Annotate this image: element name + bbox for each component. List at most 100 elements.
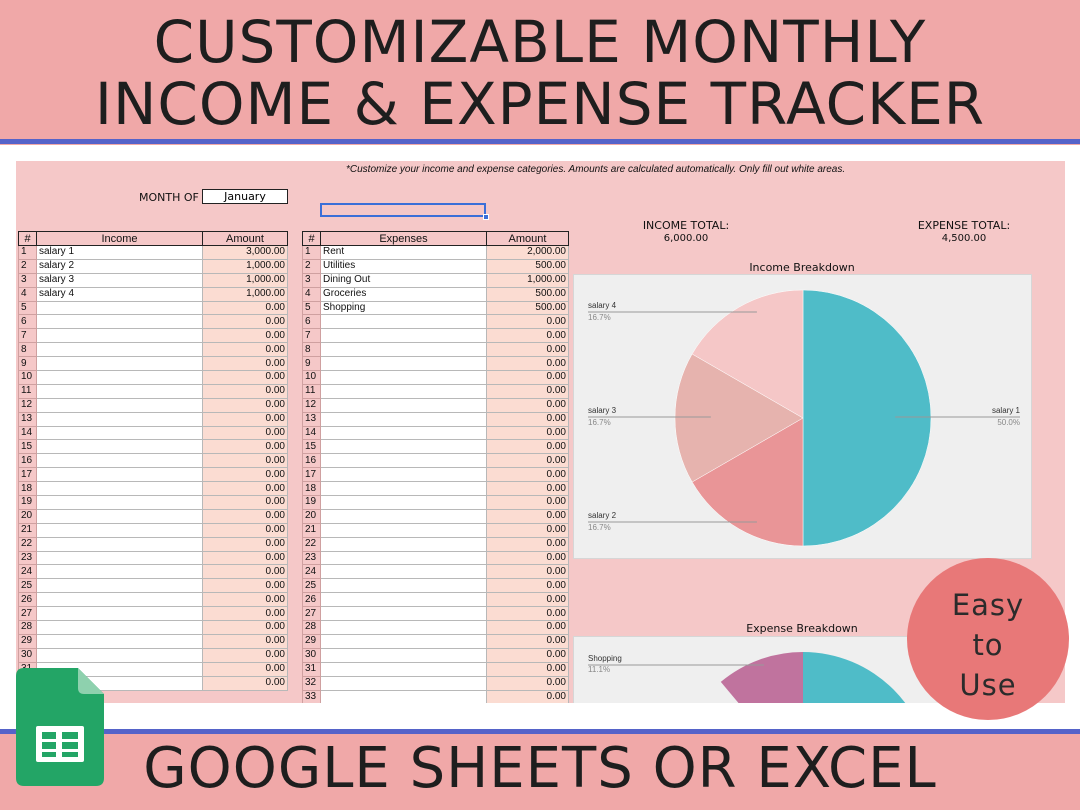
expense-amount-cell[interactable]: 0.00: [486, 314, 569, 330]
income-amount-cell[interactable]: 0.00: [202, 383, 288, 399]
expense-name-cell[interactable]: [320, 356, 487, 372]
income-name-cell[interactable]: [36, 550, 203, 566]
expense-amount-cell[interactable]: 1,000.00: [486, 272, 569, 288]
expense-amount-cell[interactable]: 500.00: [486, 286, 569, 302]
expense-amount-cell[interactable]: 0.00: [486, 578, 569, 594]
income-amount-cell[interactable]: 0.00: [202, 633, 288, 649]
income-name-cell[interactable]: [36, 564, 203, 580]
income-amount-cell[interactable]: 0.00: [202, 300, 288, 316]
expense-name-cell[interactable]: [320, 439, 487, 455]
expense-name-cell[interactable]: [320, 550, 487, 566]
expense-amount-cell[interactable]: 0.00: [486, 633, 569, 649]
income-amount-cell[interactable]: 0.00: [202, 661, 288, 677]
expense-name-cell[interactable]: [320, 647, 487, 663]
expense-name-cell[interactable]: [320, 592, 487, 608]
expense-name-cell[interactable]: Groceries: [320, 286, 487, 302]
expense-name-cell[interactable]: [320, 536, 487, 552]
income-name-cell[interactable]: [36, 356, 203, 372]
income-slice-1[interactable]: [802, 289, 932, 547]
income-name-cell[interactable]: salary 3: [36, 272, 203, 288]
income-name-cell[interactable]: [36, 328, 203, 344]
income-amount-cell[interactable]: 0.00: [202, 647, 288, 663]
expense-amount-cell[interactable]: 0.00: [486, 397, 569, 413]
expense-slice-shopping[interactable]: [720, 652, 803, 703]
expense-amount-cell[interactable]: 0.00: [486, 675, 569, 691]
expense-amount-cell[interactable]: 0.00: [486, 481, 569, 497]
income-amount-cell[interactable]: 0.00: [202, 620, 288, 635]
income-amount-cell[interactable]: 0.00: [202, 522, 288, 538]
expense-amount-cell[interactable]: 500.00: [486, 258, 569, 274]
income-amount-cell[interactable]: 0.00: [202, 439, 288, 455]
expense-name-cell[interactable]: [320, 328, 487, 344]
income-name-cell[interactable]: [36, 508, 203, 524]
expense-amount-cell[interactable]: 0.00: [486, 439, 569, 455]
income-name-cell[interactable]: [36, 300, 203, 316]
income-amount-cell[interactable]: 0.00: [202, 328, 288, 344]
income-slice-3[interactable]: [674, 353, 804, 483]
income-name-cell[interactable]: [36, 314, 203, 330]
income-amount-cell[interactable]: 1,000.00: [202, 272, 288, 288]
income-amount-cell[interactable]: 1,000.00: [202, 286, 288, 302]
expense-amount-cell[interactable]: 0.00: [486, 383, 569, 399]
income-name-cell[interactable]: [36, 342, 203, 358]
expense-name-cell[interactable]: [320, 633, 487, 649]
expense-amount-cell[interactable]: 0.00: [486, 661, 569, 677]
expense-amount-cell[interactable]: 500.00: [486, 300, 569, 316]
income-name-cell[interactable]: [36, 592, 203, 608]
income-amount-cell[interactable]: 0.00: [202, 356, 288, 372]
income-name-cell[interactable]: [36, 383, 203, 399]
expense-name-cell[interactable]: Rent: [320, 245, 487, 260]
income-name-cell[interactable]: [36, 578, 203, 594]
expense-amount-cell[interactable]: 0.00: [486, 647, 569, 663]
expense-name-cell[interactable]: [320, 467, 487, 483]
income-name-cell[interactable]: [36, 397, 203, 413]
income-amount-cell[interactable]: 0.00: [202, 370, 288, 385]
expense-amount-cell[interactable]: 0.00: [486, 536, 569, 552]
income-name-cell[interactable]: [36, 633, 203, 649]
month-input[interactable]: January: [202, 189, 288, 204]
income-amount-cell[interactable]: 0.00: [202, 495, 288, 510]
expense-amount-cell[interactable]: 0.00: [486, 370, 569, 385]
income-name-cell[interactable]: [36, 522, 203, 538]
expense-name-cell[interactable]: [320, 342, 487, 358]
income-amount-cell[interactable]: 0.00: [202, 314, 288, 330]
expense-name-cell[interactable]: [320, 425, 487, 441]
income-name-cell[interactable]: salary 1: [36, 245, 203, 260]
expense-name-cell[interactable]: Dining Out: [320, 272, 487, 288]
expense-amount-cell[interactable]: 0.00: [486, 495, 569, 510]
expense-name-cell[interactable]: Utilities: [320, 258, 487, 274]
expense-name-cell[interactable]: [320, 481, 487, 497]
expense-amount-cell[interactable]: 0.00: [486, 606, 569, 622]
income-amount-cell[interactable]: 0.00: [202, 467, 288, 483]
expense-name-cell[interactable]: [320, 564, 487, 580]
income-slice-2[interactable]: [691, 417, 804, 547]
expense-amount-cell[interactable]: 0.00: [486, 592, 569, 608]
expense-amount-cell[interactable]: 0.00: [486, 689, 569, 703]
expense-amount-cell[interactable]: 0.00: [486, 550, 569, 566]
income-amount-cell[interactable]: 0.00: [202, 550, 288, 566]
expense-amount-cell[interactable]: 0.00: [486, 342, 569, 358]
income-name-cell[interactable]: [36, 411, 203, 427]
expense-amount-cell[interactable]: 0.00: [486, 620, 569, 635]
expense-name-cell[interactable]: [320, 578, 487, 594]
income-amount-cell[interactable]: 0.00: [202, 578, 288, 594]
expense-slice-rent[interactable]: [803, 652, 931, 703]
income-pie-chart[interactable]: salary 1 50.0% salary 2 16.7% salary 3 16.7% s…: [573, 274, 1032, 559]
income-name-cell[interactable]: [36, 370, 203, 385]
income-amount-cell[interactable]: 0.00: [202, 481, 288, 497]
income-amount-cell[interactable]: 0.00: [202, 592, 288, 608]
income-name-cell[interactable]: [36, 439, 203, 455]
income-amount-cell[interactable]: 0.00: [202, 411, 288, 427]
expense-amount-cell[interactable]: 0.00: [486, 467, 569, 483]
expense-name-cell[interactable]: [320, 370, 487, 385]
income-amount-cell[interactable]: 0.00: [202, 536, 288, 552]
income-name-cell[interactable]: salary 4: [36, 286, 203, 302]
expense-amount-cell[interactable]: 0.00: [486, 411, 569, 427]
expense-name-cell[interactable]: [320, 508, 487, 524]
expense-amount-cell[interactable]: 0.00: [486, 453, 569, 469]
expense-name-cell[interactable]: Shopping: [320, 300, 487, 316]
expense-name-cell[interactable]: [320, 675, 487, 691]
income-slice-4[interactable]: [691, 289, 804, 419]
income-amount-cell[interactable]: 0.00: [202, 342, 288, 358]
income-amount-cell[interactable]: 0.00: [202, 425, 288, 441]
